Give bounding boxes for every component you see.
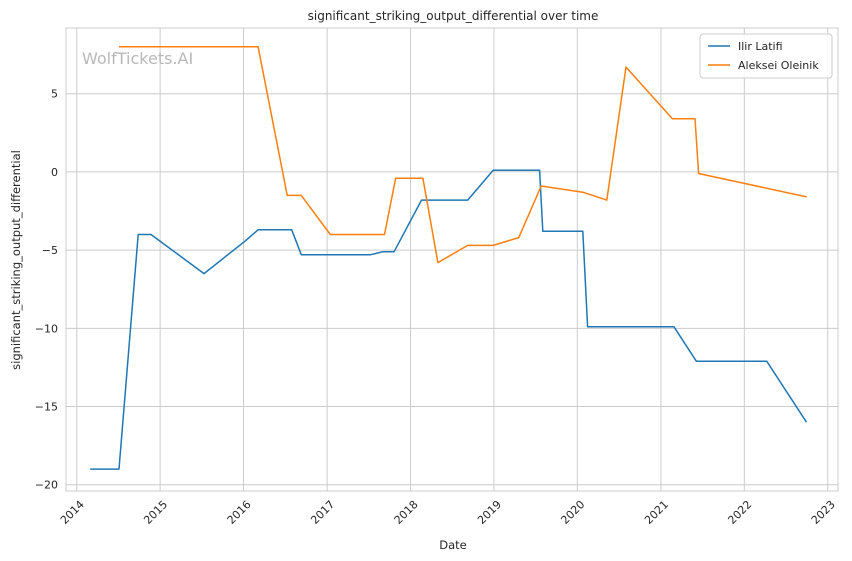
- y-tick-label: −20: [35, 479, 58, 492]
- tick-labels: 2014 2015 2016 2017 2018 2019 2020 2021 2022 2023…: [35, 88, 838, 527]
- legend-label: Aleksei Oleinik: [738, 59, 819, 72]
- chart-title: significant_striking_output_differential…: [308, 9, 599, 23]
- series-lines: [90, 46, 808, 470]
- y-tick-label: 0: [51, 166, 58, 179]
- gridlines: [66, 28, 838, 491]
- legend-box: [699, 33, 833, 79]
- y-tick-label: 5: [51, 88, 58, 101]
- series-line-ilir-latifi: [90, 169, 808, 470]
- series-line-aleksei-oleinik: [119, 46, 807, 264]
- y-tick-label: −15: [35, 401, 58, 414]
- legend: Ilir Latifi Aleksei Oleinik: [699, 33, 833, 79]
- watermark: WolfTickets.AI: [82, 49, 193, 68]
- y-axis-label: significant_striking_output_differential: [9, 150, 23, 370]
- y-tick-label: −10: [35, 322, 58, 335]
- plot-frame: [65, 27, 839, 492]
- legend-label: Ilir Latifi: [738, 40, 783, 53]
- x-axis-label: Date: [439, 538, 467, 552]
- y-tick-label: −5: [42, 244, 58, 257]
